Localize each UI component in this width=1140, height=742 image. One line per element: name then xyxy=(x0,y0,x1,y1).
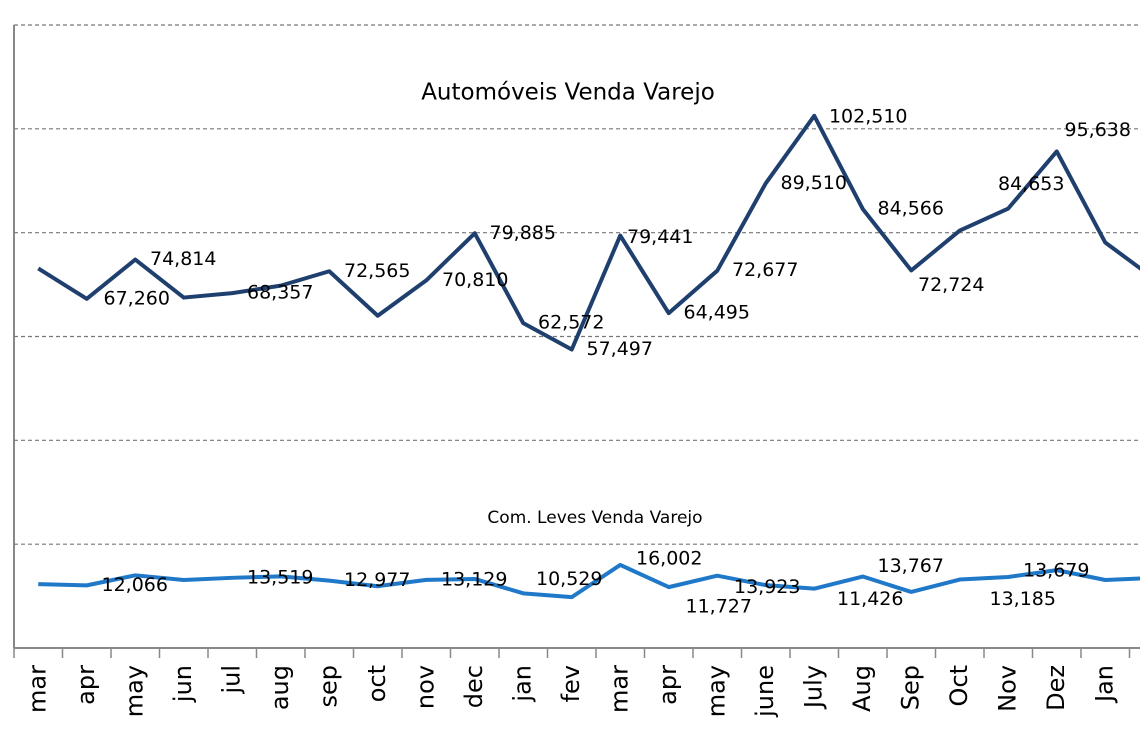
series-title: Com. Leves Venda Varejo xyxy=(487,508,702,528)
x-tick-label: Sep xyxy=(896,665,924,710)
x-tick-label: jan xyxy=(508,665,536,703)
data-label: 72,677 xyxy=(732,259,798,281)
data-label: 64,495 xyxy=(684,302,750,324)
x-tick-label: aug xyxy=(266,665,294,710)
x-tick-label: jul xyxy=(217,665,245,695)
series-line xyxy=(37,113,1140,352)
data-label: 12,066 xyxy=(102,574,168,596)
data-label: 67,260 xyxy=(104,287,170,309)
x-tick-label: oct xyxy=(363,665,391,702)
x-tick-label: Nov xyxy=(993,665,1021,712)
x-tick-label: July xyxy=(799,665,827,710)
data-label: 68,357 xyxy=(247,282,313,304)
data-label: 95,638 xyxy=(1065,119,1131,141)
x-tick-label: dec xyxy=(460,665,488,708)
data-label: 11,426 xyxy=(837,588,903,610)
x-tick-label: Dez xyxy=(1042,665,1070,711)
data-label: 79,885 xyxy=(490,222,556,244)
x-tick-label: fev xyxy=(557,665,585,702)
data-label: 57,497 xyxy=(587,338,653,360)
series-title: Automóveis Venda Varejo xyxy=(421,80,715,106)
data-label: 16,002 xyxy=(636,547,702,569)
data-label: 13,923 xyxy=(734,576,800,598)
data-label: 74,814 xyxy=(150,248,216,270)
data-label: 13,129 xyxy=(441,568,507,590)
x-tick-label: nov xyxy=(411,665,439,709)
data-label: 72,565 xyxy=(344,260,410,282)
data-label: 84,566 xyxy=(878,197,944,219)
x-tick-label: Aug xyxy=(848,665,876,712)
data-label: 102,510 xyxy=(829,105,908,127)
x-tick-label: may xyxy=(702,665,730,717)
data-label: 10,529 xyxy=(536,568,602,590)
x-tick-label: may xyxy=(120,665,148,717)
data-label: 11,727 xyxy=(686,596,752,618)
x-tick-label: Oct xyxy=(945,665,973,707)
x-tick-label: mar xyxy=(23,665,51,713)
x-tick-label: jun xyxy=(169,665,197,703)
data-label: 79,441 xyxy=(627,226,693,248)
data-label: 12,977 xyxy=(344,569,410,591)
data-label: 89,510 xyxy=(781,172,847,194)
series-line xyxy=(38,562,1140,600)
x-tick-label: Jan xyxy=(1090,665,1118,704)
x-tick-label: sep xyxy=(314,665,342,708)
x-tick-label: apr xyxy=(72,665,100,705)
x-tick-label: june xyxy=(751,665,779,718)
data-label: 72,724 xyxy=(918,274,984,296)
data-label: 84,653 xyxy=(998,173,1064,195)
x-tick-label: mar xyxy=(605,665,633,713)
x-tick-label: apr xyxy=(654,665,682,705)
data-label: 13,767 xyxy=(878,555,944,577)
data-label: 70,810 xyxy=(442,269,508,291)
data-label: 13,679 xyxy=(1023,559,1089,581)
data-label: 62,572 xyxy=(538,312,604,334)
data-label: 13,185 xyxy=(990,588,1056,610)
data-label: 13,519 xyxy=(247,566,313,588)
